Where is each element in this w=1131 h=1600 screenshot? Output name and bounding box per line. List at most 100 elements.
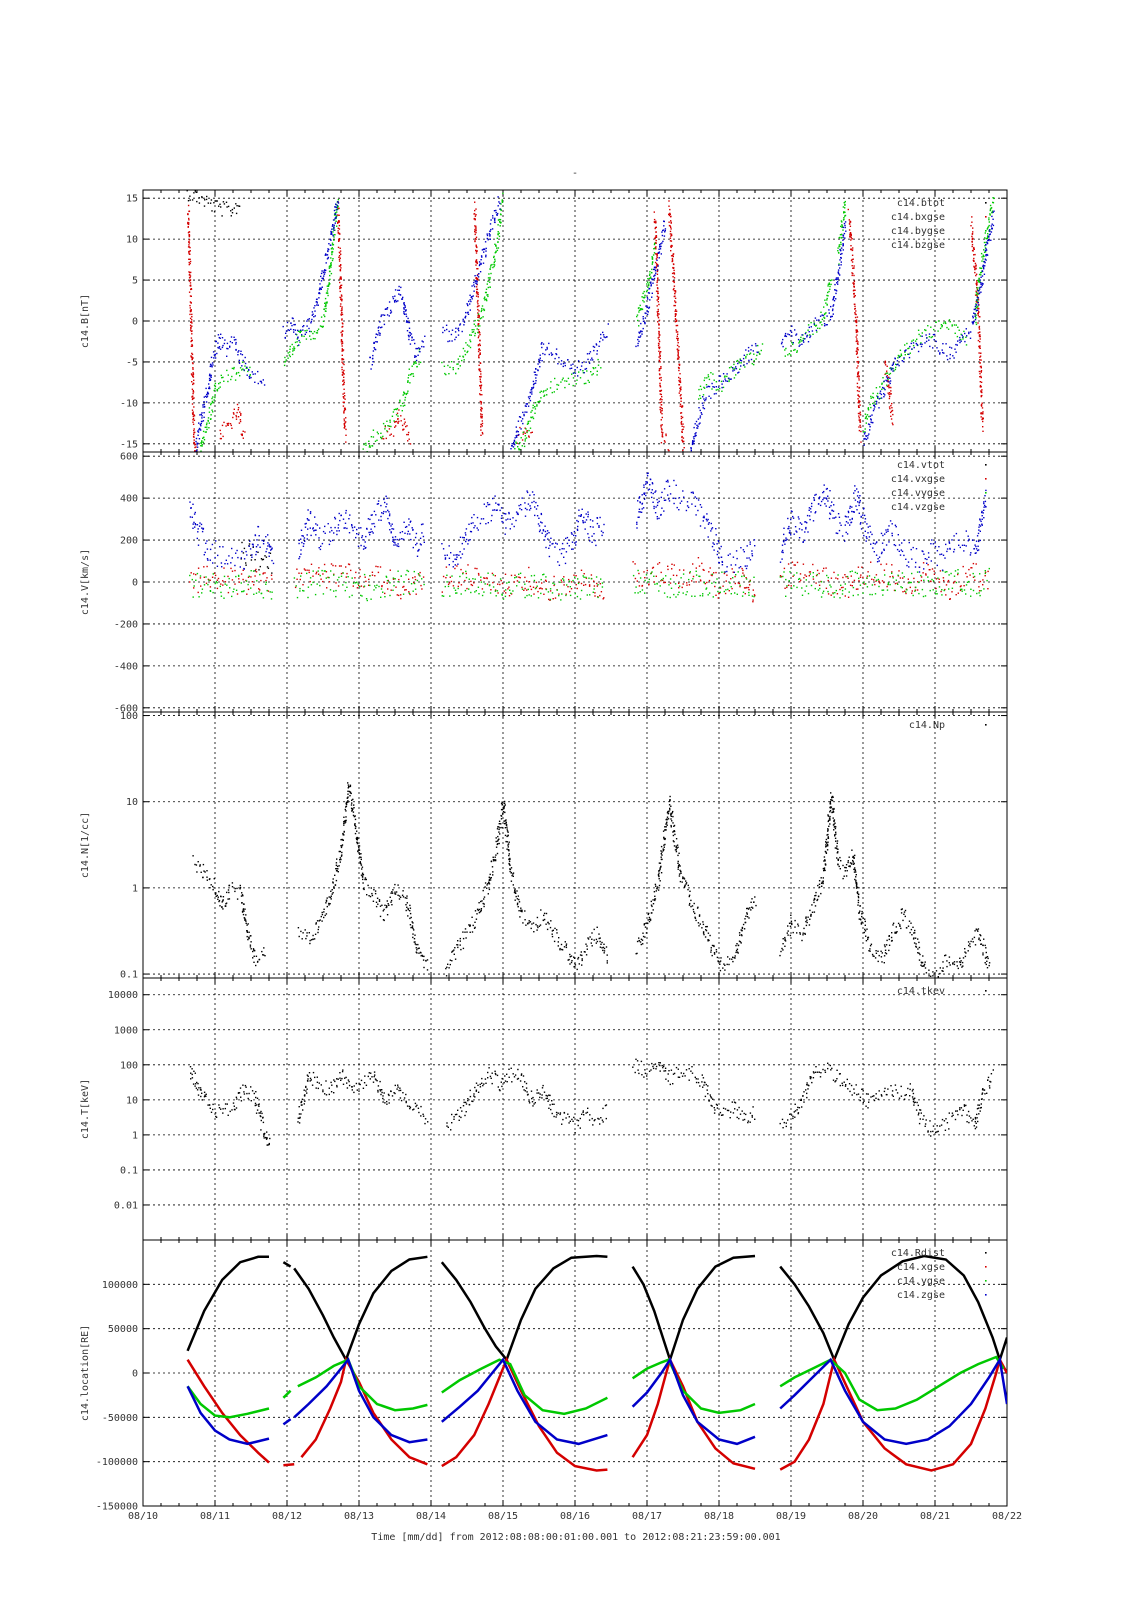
data-point	[686, 591, 688, 593]
data-point	[270, 548, 273, 550]
data-point	[477, 323, 480, 325]
legend-label: c14.bygse	[891, 226, 945, 237]
data-point	[912, 344, 915, 347]
data-point	[474, 229, 476, 231]
data-point	[842, 236, 845, 238]
data-point	[227, 205, 230, 208]
data-point	[327, 256, 330, 259]
data-point	[659, 406, 661, 408]
data-point	[549, 599, 551, 601]
data-point	[606, 336, 608, 338]
data-point	[601, 586, 604, 588]
data-point	[675, 331, 678, 333]
data-point	[675, 313, 677, 315]
data-point	[483, 251, 485, 253]
data-point	[237, 416, 240, 418]
data-point	[365, 442, 367, 445]
data-point	[325, 571, 328, 573]
data-point	[468, 345, 470, 347]
data-point	[213, 202, 215, 204]
data-point	[670, 246, 672, 248]
data-point	[674, 583, 677, 585]
data-point	[669, 230, 672, 233]
data-point	[486, 283, 488, 285]
data-point	[892, 423, 894, 426]
data-point	[892, 362, 895, 364]
data-point	[838, 264, 840, 266]
data-point	[790, 331, 793, 333]
data-point	[241, 590, 243, 593]
data-point	[710, 372, 712, 374]
data-point	[193, 379, 195, 381]
data-point	[340, 565, 342, 567]
data-point	[340, 314, 342, 316]
data-point	[557, 363, 559, 365]
data-point	[528, 429, 530, 432]
data-point	[905, 591, 907, 593]
data-point	[984, 251, 987, 253]
data-point	[661, 396, 663, 398]
data-point	[575, 575, 577, 577]
data-point	[335, 203, 337, 205]
data-point	[526, 589, 528, 591]
data-point	[235, 418, 238, 420]
data-point	[521, 439, 524, 441]
data-point	[494, 243, 496, 245]
data-point	[858, 580, 860, 582]
data-point	[528, 594, 530, 596]
legend-label: c14.bxgse	[891, 212, 945, 223]
data-point	[700, 388, 703, 391]
data-point	[456, 565, 458, 567]
data-point	[226, 422, 228, 425]
data-point	[842, 243, 844, 245]
data-point	[659, 374, 661, 376]
data-point	[681, 416, 684, 419]
data-point	[708, 592, 711, 594]
data-point	[551, 353, 554, 356]
data-point	[924, 342, 926, 344]
data-point	[340, 331, 342, 334]
data-point	[553, 575, 555, 578]
data-point	[658, 327, 660, 329]
data-point	[476, 567, 478, 570]
data-point	[214, 574, 217, 577]
data-point	[385, 308, 387, 310]
data-point	[641, 589, 644, 591]
data-point	[485, 254, 487, 256]
data-point	[368, 446, 371, 448]
data-point	[974, 307, 977, 310]
data-point	[394, 301, 396, 303]
data-point	[982, 265, 984, 267]
data-point	[481, 431, 484, 434]
data-point	[839, 588, 841, 591]
data-point	[654, 227, 656, 230]
data-point	[344, 408, 347, 411]
data-point	[458, 582, 460, 584]
data-point	[715, 392, 717, 395]
data-point	[651, 256, 654, 259]
data-point	[581, 361, 583, 364]
data-point	[960, 333, 962, 336]
data-point	[977, 332, 979, 334]
data-point	[238, 578, 240, 580]
data-point	[489, 230, 491, 232]
data-point	[418, 348, 421, 351]
data-point	[897, 583, 899, 585]
data-point	[295, 585, 297, 587]
data-point	[567, 377, 570, 380]
data-point	[697, 557, 700, 559]
data-point	[675, 314, 677, 316]
data-point	[698, 398, 700, 400]
data-point	[981, 402, 983, 404]
data-point	[735, 368, 738, 370]
data-point	[881, 589, 883, 591]
data-point	[747, 350, 750, 352]
data-point	[501, 594, 503, 596]
data-point	[477, 293, 479, 296]
data-point	[317, 573, 320, 575]
data-point	[973, 312, 975, 314]
data-point	[886, 370, 888, 372]
data-point	[213, 572, 216, 574]
data-point	[244, 365, 246, 367]
data-point	[389, 582, 391, 584]
